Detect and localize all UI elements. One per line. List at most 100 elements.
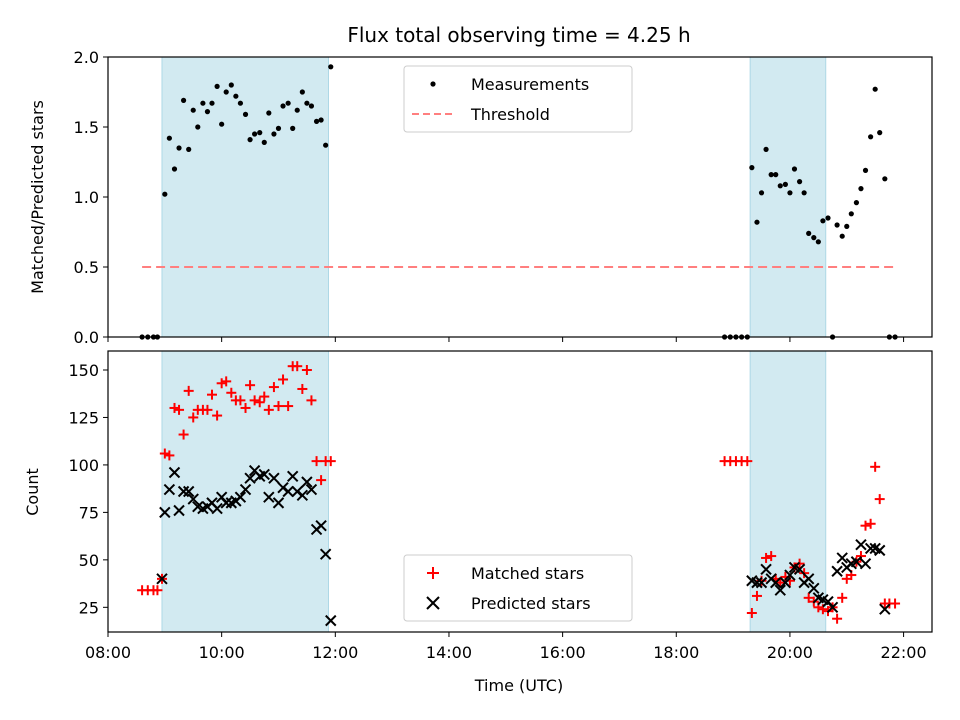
measurement-point [162, 191, 168, 197]
matched-star-point [297, 383, 308, 394]
predicted-star-point [286, 470, 299, 483]
legend-predicted-marker [426, 596, 440, 610]
matched-star-point [870, 461, 881, 472]
measurement-point [858, 186, 864, 192]
measurement-point [877, 130, 883, 136]
x-tick-label: 20:00 [767, 643, 813, 662]
measurement-point [328, 64, 334, 70]
predicted-star-point [826, 601, 839, 614]
measurement-point [323, 142, 329, 148]
legend-matched-marker [427, 567, 439, 579]
x-tick-label: 22:00 [881, 643, 927, 662]
matched-star-point [316, 475, 327, 486]
measurement-point [777, 183, 783, 189]
predicted-star-point [774, 584, 786, 596]
predicted-star-point [325, 614, 337, 627]
measurement-point [806, 230, 812, 236]
measurement-point [848, 211, 854, 217]
chart-title: Flux total observing time = 4.25 h [347, 23, 690, 47]
predicted-star-point [751, 576, 763, 589]
matched-star-point [865, 518, 876, 529]
measurement-point [190, 107, 196, 113]
measurement-point [180, 97, 187, 103]
predicted-star-point [859, 557, 872, 570]
measurement-point [242, 111, 249, 117]
matched-star-point [325, 456, 336, 467]
measurement-point [308, 103, 315, 109]
predicted-star-point [760, 563, 772, 576]
matched-star-point [273, 401, 284, 412]
measurement-point [768, 172, 774, 178]
matched-star-point [178, 429, 189, 440]
matched-star-point [254, 397, 265, 408]
predicted-star-point [808, 582, 820, 595]
predicted-star-point [168, 466, 181, 479]
predicted-star-point [268, 472, 280, 484]
matched-star-point [169, 402, 180, 413]
matched-star-point [159, 448, 170, 459]
measurement-point [839, 233, 845, 239]
measurement-point [811, 235, 817, 241]
measurement-point [820, 218, 826, 224]
predicted-star-point [211, 502, 223, 515]
y-tick-label: 0.5 [74, 258, 99, 277]
y-tick-label: 150 [68, 361, 99, 380]
top-y-axis-label: Matched/Predicted stars [28, 100, 47, 294]
measurement-point [313, 118, 320, 124]
predicted-star-point [220, 497, 232, 509]
predicted-star-point [239, 483, 252, 496]
measurement-point [275, 125, 282, 131]
matched-star-point [245, 380, 256, 391]
predicted-star-point [282, 485, 294, 498]
measurement-point [754, 219, 760, 225]
measurement-point [862, 167, 869, 173]
bottom-panel: 08:00 10:00 12:00 14:00 16:00 18:00 20:00 22:00… [23, 350, 933, 695]
matched-star-point [311, 456, 322, 467]
measurement-point [285, 100, 291, 106]
measurement-point [204, 109, 211, 115]
matched-star-point [306, 395, 317, 406]
measurement-point [257, 130, 263, 136]
predicted-star-point [315, 519, 327, 532]
matched-star-point [874, 494, 885, 505]
predicted-star-point [173, 504, 185, 517]
matched-star-point [263, 404, 274, 415]
predicted-star-point [305, 483, 318, 496]
predicted-star-point [156, 573, 168, 585]
x-tick-label: 18:00 [653, 643, 699, 662]
predicted-star-point [296, 489, 309, 502]
matched-star-point [221, 376, 232, 387]
y-tick-label: 1.5 [74, 118, 99, 137]
x-tick-label: 16:00 [540, 643, 586, 662]
matched-star-point [803, 592, 814, 603]
measurement-point [166, 135, 172, 141]
predicted-star-point [234, 491, 247, 503]
predicted-star-point [784, 569, 796, 581]
matched-star-point [216, 378, 227, 389]
legend-matched-label: Matched stars [471, 564, 584, 583]
matched-star-point [837, 592, 848, 603]
matched-star-point [766, 551, 777, 562]
measurement-point [228, 82, 234, 88]
y-tick-label: 75 [79, 503, 99, 522]
measurement-point [195, 124, 201, 130]
measurement-point [868, 134, 874, 140]
bottom-panel-frame [107, 350, 933, 633]
predicted-star-point [779, 576, 792, 589]
bottom-y-axis-label: Count [23, 468, 42, 516]
bot-shaded-interval [161, 350, 329, 633]
measurement-point [290, 125, 296, 131]
measurement-point [853, 200, 860, 206]
matched-star-point [292, 361, 303, 372]
measurement-point [266, 110, 272, 116]
measurement-point [219, 121, 225, 127]
top-shaded-interval [749, 56, 827, 338]
measurement-point [171, 166, 178, 172]
matched-star-point [268, 382, 279, 393]
matched-star-point [164, 450, 175, 461]
top-panel: 0.00.51.01.52.0 Matched/Predicted stars … [28, 48, 933, 347]
measurement-point [844, 223, 850, 229]
matched-star-point [746, 608, 757, 619]
measurement-point [834, 222, 840, 228]
measurement-point [186, 146, 192, 152]
